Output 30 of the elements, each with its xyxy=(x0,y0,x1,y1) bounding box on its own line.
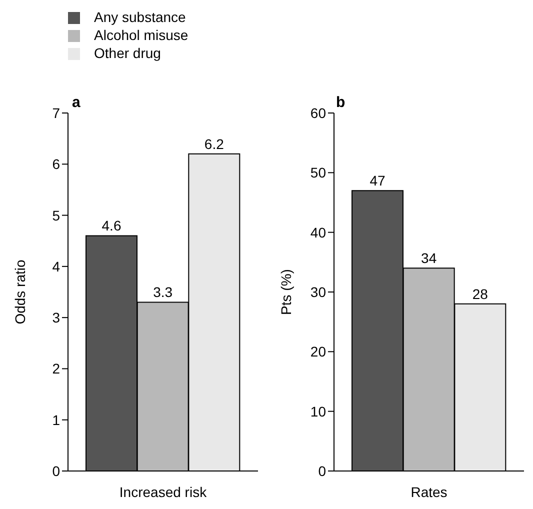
legend-label: Other drug xyxy=(94,45,161,61)
y-tick-label: 60 xyxy=(310,104,326,121)
data-label: 28 xyxy=(472,286,488,302)
data-label: 34 xyxy=(421,250,437,266)
data-label: 3.3 xyxy=(153,284,173,300)
y-axis-title: Odds ratio xyxy=(12,259,28,324)
data-label: 47 xyxy=(370,172,386,189)
y-tick-label: 4 xyxy=(52,258,60,274)
legend-label: Any substance xyxy=(94,9,186,25)
y-tick-label: 50 xyxy=(310,164,326,181)
y-tick-label: 5 xyxy=(52,207,60,224)
y-tick-label: 10 xyxy=(310,403,326,420)
chart-title: a xyxy=(72,94,80,111)
y-axis-title: Pts (%) xyxy=(278,269,294,315)
x-axis-title: Increased risk xyxy=(119,484,208,500)
y-tick-label: 6 xyxy=(52,156,60,172)
y-tick-label: 0 xyxy=(52,462,60,479)
y-tick-label: 30 xyxy=(310,284,326,300)
y-tick-label: 20 xyxy=(310,344,326,360)
y-tick-label: 40 xyxy=(310,224,326,240)
chart-title: b xyxy=(336,94,346,111)
x-axis-title: Rates xyxy=(410,484,448,500)
legend-label: Alcohol misuse xyxy=(94,27,188,43)
y-tick-label: 3 xyxy=(52,310,60,326)
data-label: 6.2 xyxy=(204,136,224,152)
y-tick-label: 1 xyxy=(52,412,60,428)
y-tick-label: 2 xyxy=(52,360,60,377)
y-tick-label: 0 xyxy=(318,462,326,479)
y-tick-label: 7 xyxy=(52,104,60,121)
data-label: 4.6 xyxy=(102,218,122,234)
